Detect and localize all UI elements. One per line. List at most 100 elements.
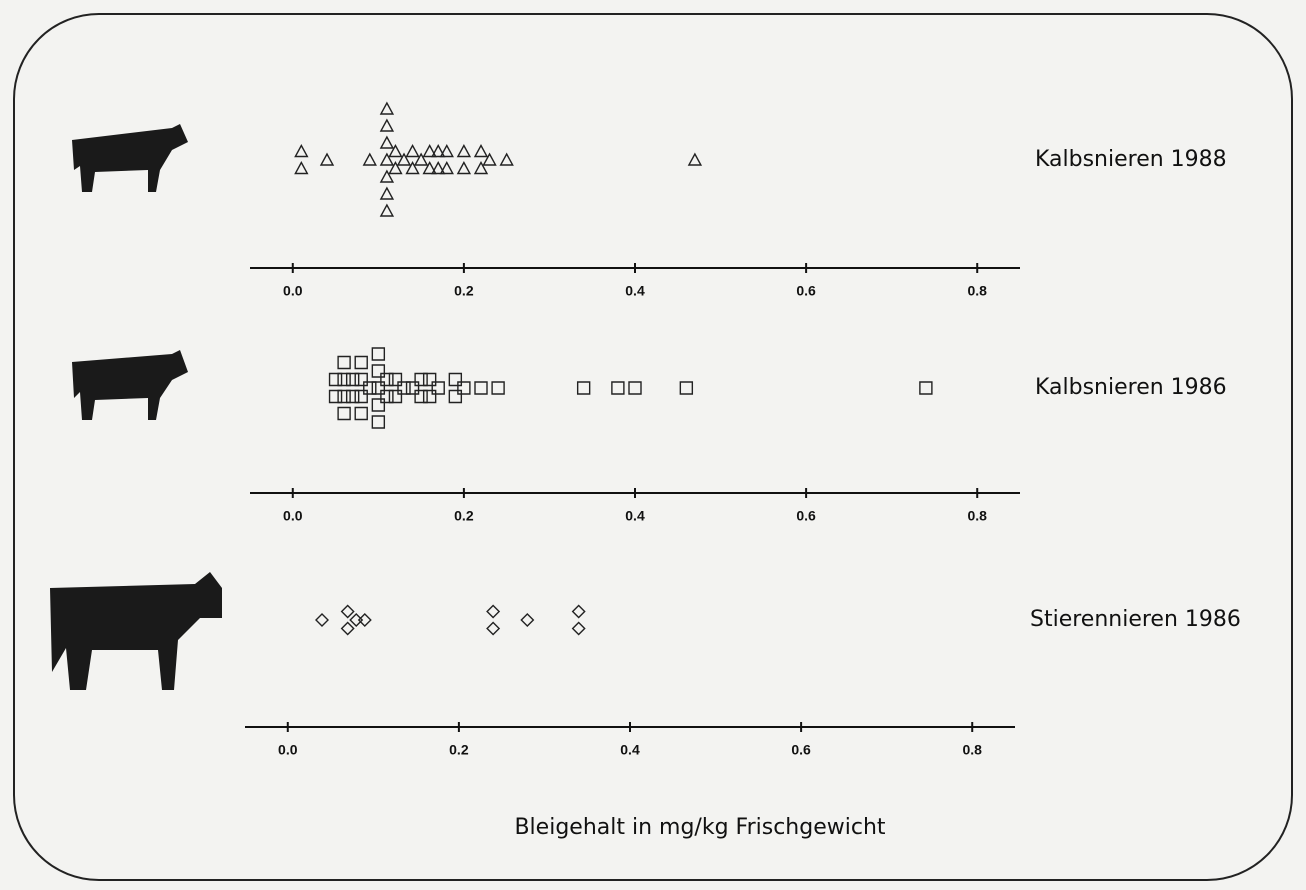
- x-tick-label: 0.6: [791, 742, 811, 758]
- point: [354, 389, 368, 404]
- x-tick-label: 0.0: [283, 283, 303, 299]
- point: [919, 381, 933, 395]
- x-tick-label: 0.6: [796, 508, 816, 524]
- point: [354, 406, 368, 421]
- point: [456, 161, 472, 175]
- point: [422, 144, 437, 158]
- point: [337, 372, 351, 387]
- x-tick-label: 0.4: [620, 742, 640, 758]
- point: [431, 161, 446, 175]
- point: [414, 389, 428, 404]
- point: [456, 144, 472, 158]
- point: [345, 372, 360, 387]
- point: [431, 144, 446, 158]
- point: [422, 161, 437, 175]
- point: [340, 604, 355, 619]
- point: [371, 364, 386, 378]
- point: [499, 152, 514, 166]
- x-tick-label: 0.0: [283, 508, 303, 524]
- point: [571, 604, 586, 619]
- point: [340, 621, 355, 636]
- point: [482, 152, 497, 166]
- point: [337, 389, 351, 404]
- frame: [13, 13, 1293, 881]
- point: [473, 144, 489, 158]
- x-tick-label: 0.6: [796, 283, 816, 299]
- point: [345, 389, 360, 404]
- point: [388, 161, 403, 175]
- point: [379, 152, 395, 166]
- calf-icon: [72, 124, 188, 192]
- point: [520, 613, 535, 627]
- x-tick-label: 0.4: [625, 283, 645, 299]
- x-tick-label: 0.8: [967, 508, 987, 524]
- x-axis-label: Bleigehalt in mg/kg Frischgewicht: [514, 815, 885, 840]
- point: [380, 372, 394, 387]
- point: [473, 161, 489, 175]
- bull-icon: [50, 572, 222, 690]
- point: [422, 372, 437, 387]
- point: [457, 381, 471, 395]
- point: [397, 381, 411, 395]
- point: [337, 355, 351, 370]
- point: [319, 152, 335, 166]
- point: [380, 389, 394, 404]
- point: [337, 406, 351, 421]
- point: [379, 118, 395, 132]
- point: [379, 101, 395, 115]
- point: [294, 144, 309, 158]
- point: [379, 169, 395, 183]
- point: [679, 381, 694, 395]
- point: [328, 372, 343, 387]
- point: [354, 355, 368, 370]
- point: [486, 604, 501, 619]
- point: [611, 381, 625, 395]
- point: [371, 415, 386, 429]
- point: [388, 389, 403, 404]
- calf-icon: [72, 350, 188, 420]
- series-label: Kalbsnieren 1988: [1035, 147, 1227, 172]
- x-tick-label: 0.2: [454, 283, 474, 299]
- point: [315, 613, 329, 627]
- point: [571, 621, 586, 636]
- point: [491, 381, 505, 395]
- point: [379, 135, 395, 149]
- point: [357, 613, 372, 627]
- point: [439, 161, 454, 175]
- x-tick-label: 0.0: [278, 742, 298, 758]
- point: [362, 152, 377, 166]
- point: [294, 161, 309, 175]
- point: [576, 381, 591, 395]
- point: [379, 203, 395, 217]
- point: [448, 389, 463, 404]
- point: [486, 621, 501, 636]
- x-tick-label: 0.8: [967, 283, 987, 299]
- series-label: Stierennieren 1986: [1030, 607, 1241, 632]
- point: [628, 381, 642, 395]
- point: [413, 152, 429, 166]
- point: [405, 144, 420, 158]
- x-tick-label: 0.2: [454, 508, 474, 524]
- point: [396, 152, 412, 166]
- point: [363, 381, 377, 395]
- point: [371, 381, 386, 395]
- point: [371, 347, 386, 361]
- point: [388, 144, 403, 158]
- point: [349, 613, 364, 627]
- x-tick-label: 0.8: [962, 742, 982, 758]
- point: [439, 144, 454, 158]
- series-label: Kalbsnieren 1986: [1035, 375, 1227, 400]
- point: [328, 389, 343, 404]
- x-tick-label: 0.4: [625, 508, 645, 524]
- x-tick-label: 0.2: [449, 742, 469, 758]
- point: [422, 389, 437, 404]
- point: [405, 381, 420, 395]
- point: [414, 372, 428, 387]
- point: [405, 161, 420, 175]
- point: [354, 372, 368, 387]
- point: [371, 398, 386, 412]
- point: [474, 381, 488, 395]
- cow-icons: [50, 124, 222, 690]
- point: [687, 152, 703, 166]
